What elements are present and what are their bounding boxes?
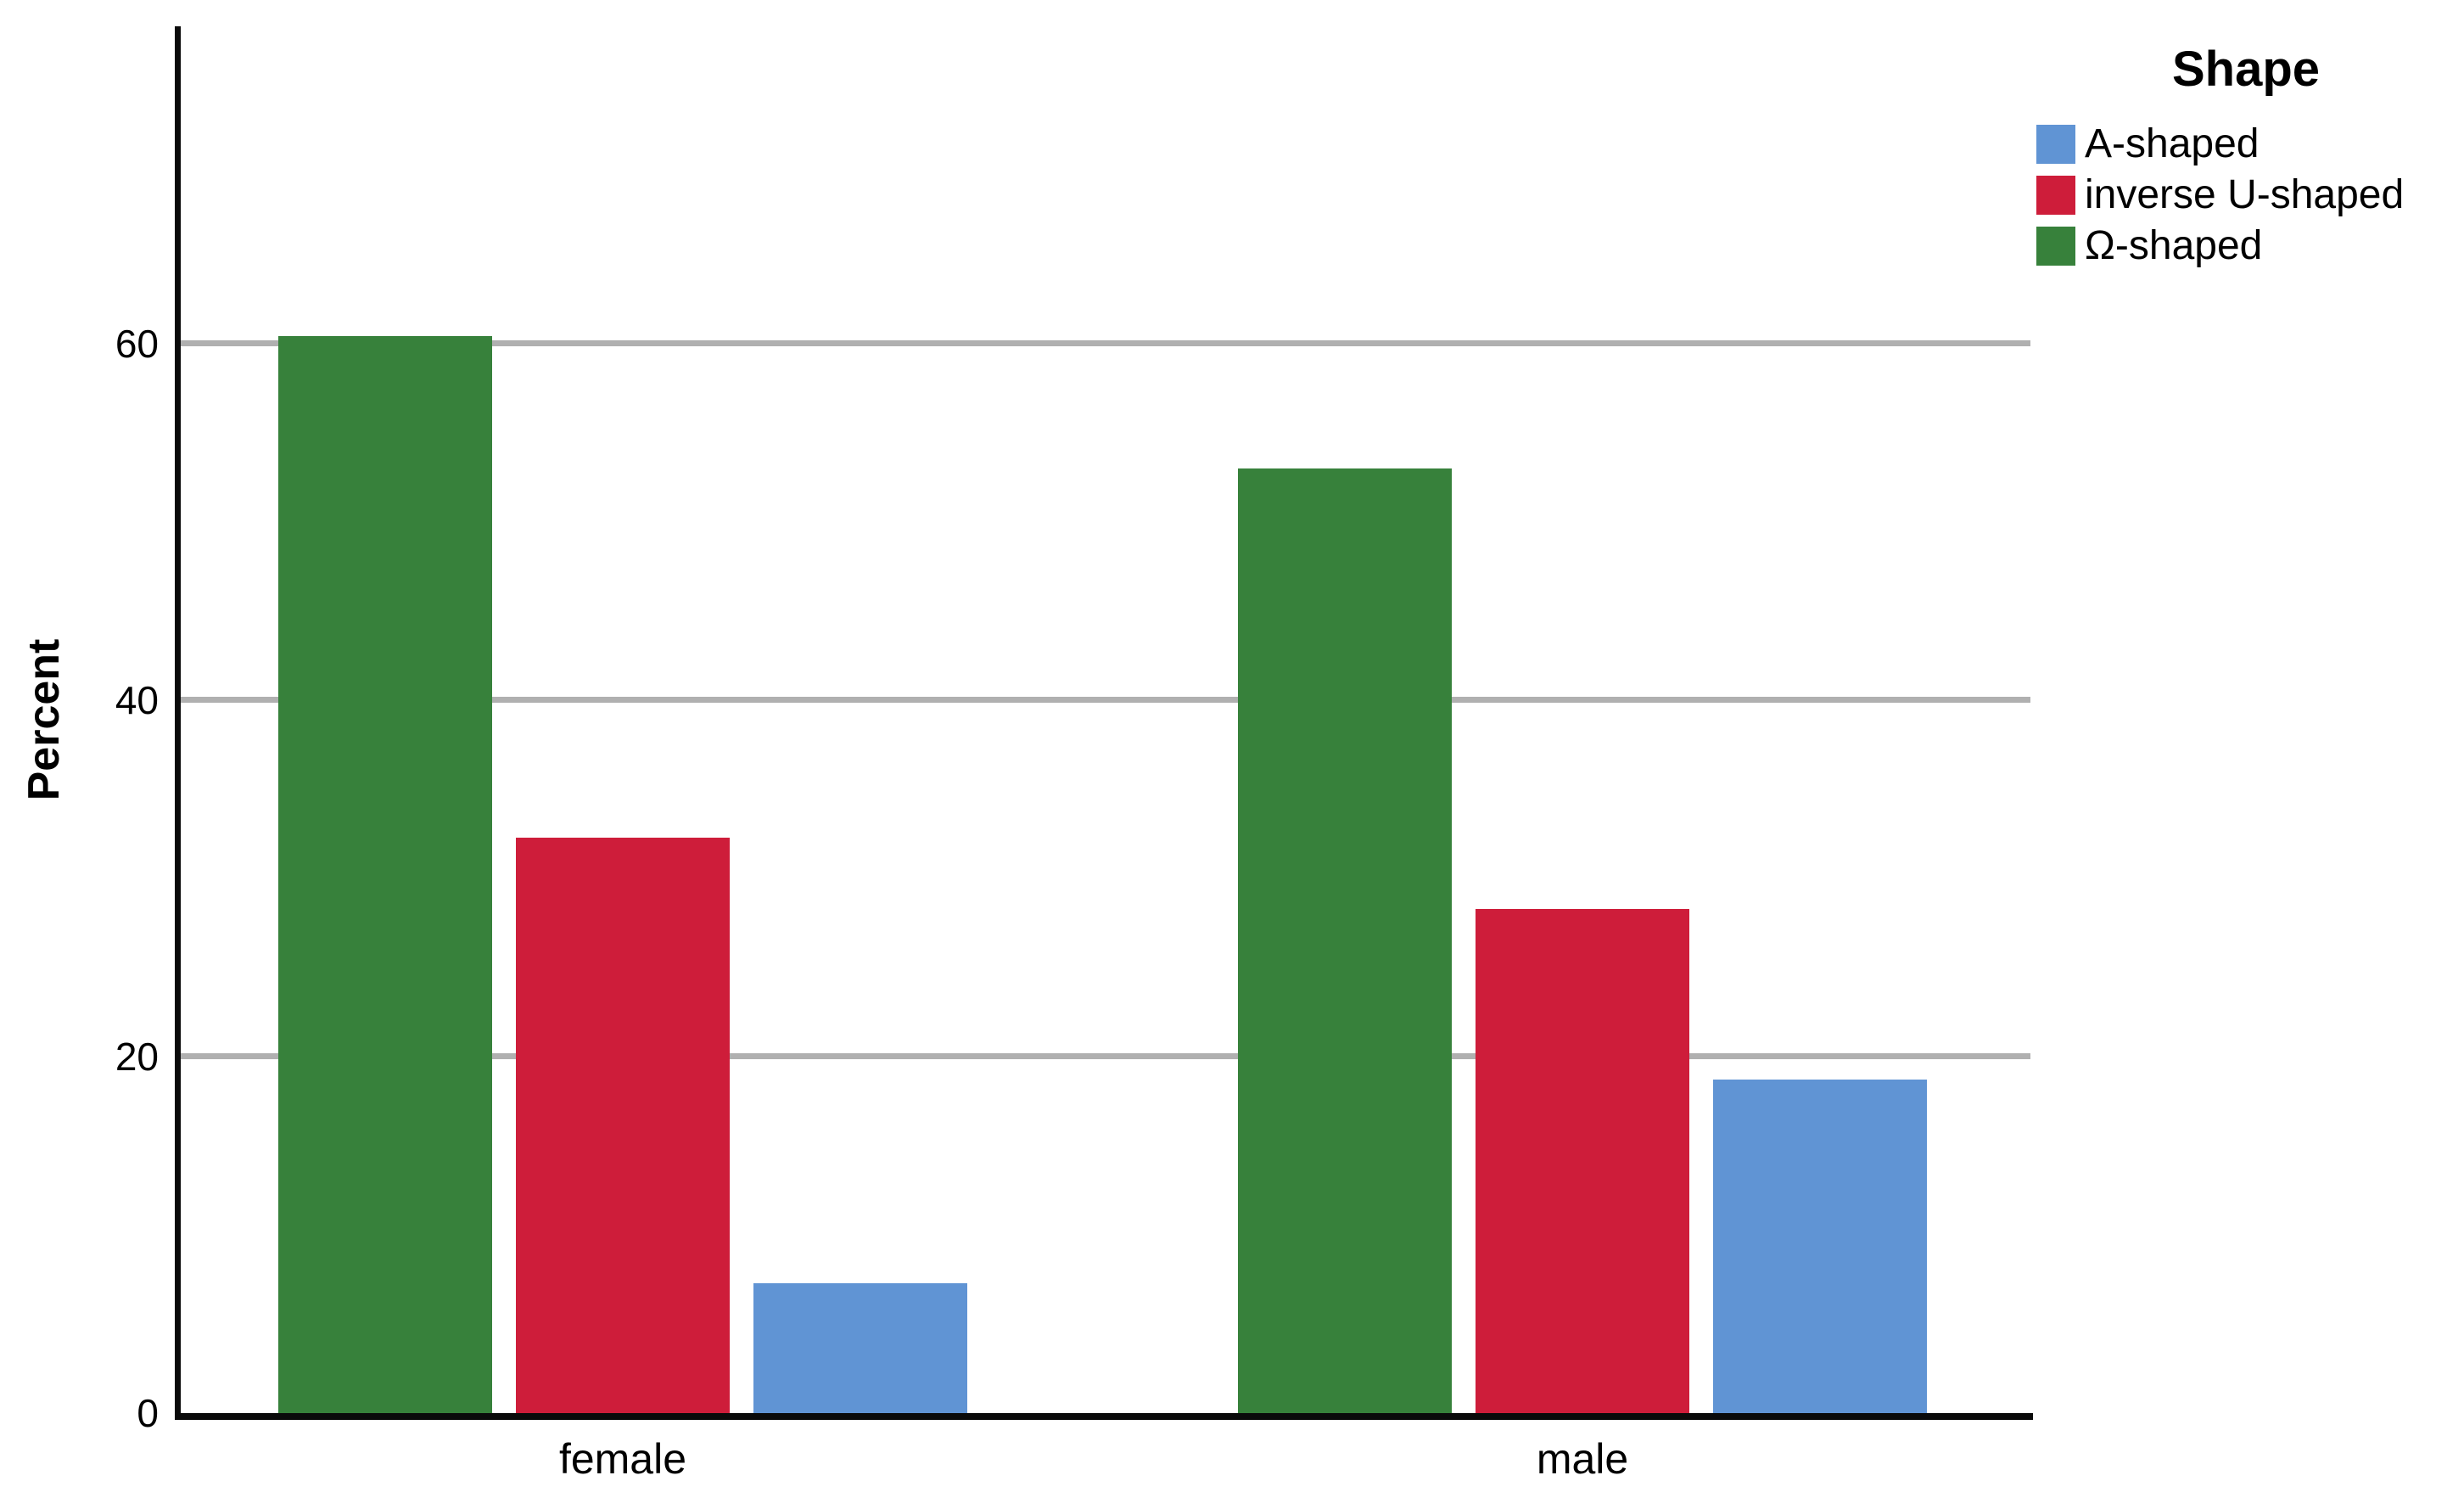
y-axis-line xyxy=(175,26,181,1419)
legend-swatch-a-shaped xyxy=(2036,125,2075,164)
bar-male-omega-shaped xyxy=(1238,468,1452,1413)
x-axis-line xyxy=(175,1413,2033,1420)
legend-swatch-omega-shaped xyxy=(2036,227,2075,266)
bar-female-inverse-u-shaped xyxy=(516,837,730,1413)
y-tick-label-20: 20 xyxy=(115,1034,159,1079)
y-tick-label-40: 40 xyxy=(115,677,159,722)
gridline-20 xyxy=(181,1053,2030,1060)
legend-item-a-shaped: A-shaped xyxy=(2036,119,2456,170)
gridline-60 xyxy=(181,340,2030,347)
legend-label-inverse-u-shaped: inverse U-shaped xyxy=(2085,172,2405,217)
plot-area xyxy=(181,26,2030,1413)
bar-male-inverse-u-shaped xyxy=(1476,908,1689,1413)
legend-title: Shape xyxy=(2171,42,2321,97)
legend: Shape A-shaped inverse U-shaped Ω-shaped xyxy=(2036,39,2456,272)
y-tick-label-60: 60 xyxy=(115,321,159,366)
legend-item-omega-shaped: Ω-shaped xyxy=(2036,221,2456,272)
x-category-label-male: male xyxy=(1536,1435,1629,1483)
legend-item-inverse-u-shaped: inverse U-shaped xyxy=(2036,170,2456,221)
y-tick-label-0: 0 xyxy=(137,1391,159,1435)
legend-label-omega-shaped: Ω-shaped xyxy=(2085,223,2263,268)
bar-female-omega-shaped xyxy=(278,336,492,1413)
bar-male-a-shaped xyxy=(1713,1080,1927,1413)
legend-label-a-shaped: A-shaped xyxy=(2085,121,2260,166)
x-category-label-female: female xyxy=(558,1435,687,1483)
legend-rows: A-shaped inverse U-shaped Ω-shaped xyxy=(2036,119,2456,272)
gridline-40 xyxy=(181,697,2030,704)
bar-female-a-shaped xyxy=(753,1282,967,1413)
legend-swatch-inverse-u-shaped xyxy=(2036,176,2075,215)
